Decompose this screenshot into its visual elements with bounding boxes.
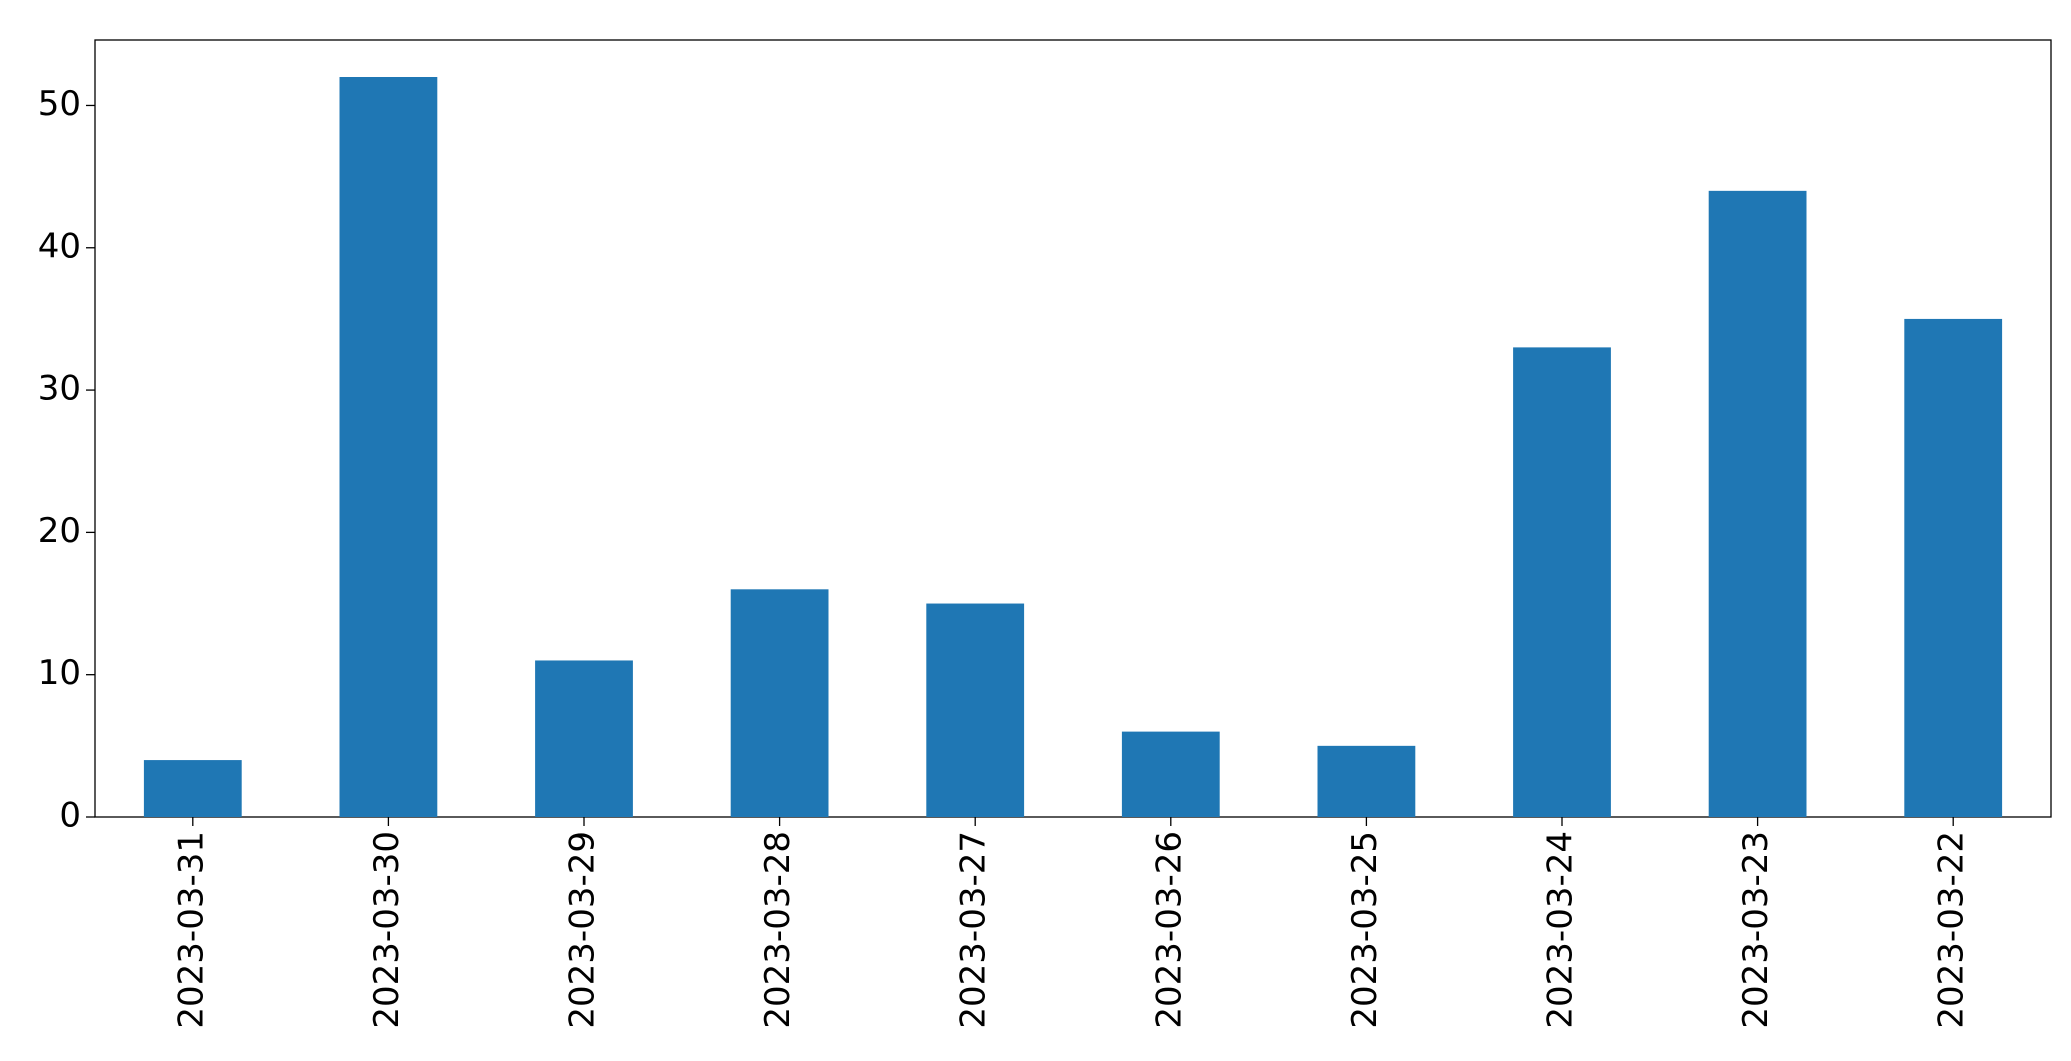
bar <box>1317 745 1416 817</box>
bar <box>730 589 829 817</box>
bar <box>1904 318 2003 817</box>
x-tick-label: 2023-03-25 <box>1345 831 1385 1029</box>
y-tick-label: 40 <box>38 226 81 266</box>
x-tick-label: 2023-03-31 <box>171 831 211 1029</box>
y-tick-label: 10 <box>38 653 81 693</box>
x-tick-label: 2023-03-29 <box>563 831 603 1029</box>
x-tick-label: 2023-03-26 <box>1149 831 1189 1029</box>
bar <box>535 660 633 817</box>
bar <box>1513 347 1611 817</box>
bar <box>143 760 242 817</box>
bar <box>339 77 438 817</box>
bar <box>1121 731 1220 817</box>
x-tick-label: 2023-03-22 <box>1932 831 1972 1029</box>
y-tick-label: 20 <box>38 511 81 551</box>
x-tick-label: 2023-03-28 <box>758 831 798 1029</box>
bar <box>926 603 1025 817</box>
x-tick-label: 2023-03-27 <box>954 831 994 1029</box>
plot-frame <box>94 39 2052 818</box>
y-tick-label: 0 <box>59 796 81 836</box>
x-tick-label: 2023-03-23 <box>1736 831 1776 1029</box>
bar <box>1708 190 1807 817</box>
x-tick-label: 2023-03-30 <box>367 831 407 1029</box>
y-tick-label: 30 <box>38 369 81 409</box>
x-tick-label: 2023-03-24 <box>1541 831 1581 1029</box>
y-tick-label: 50 <box>38 84 81 124</box>
